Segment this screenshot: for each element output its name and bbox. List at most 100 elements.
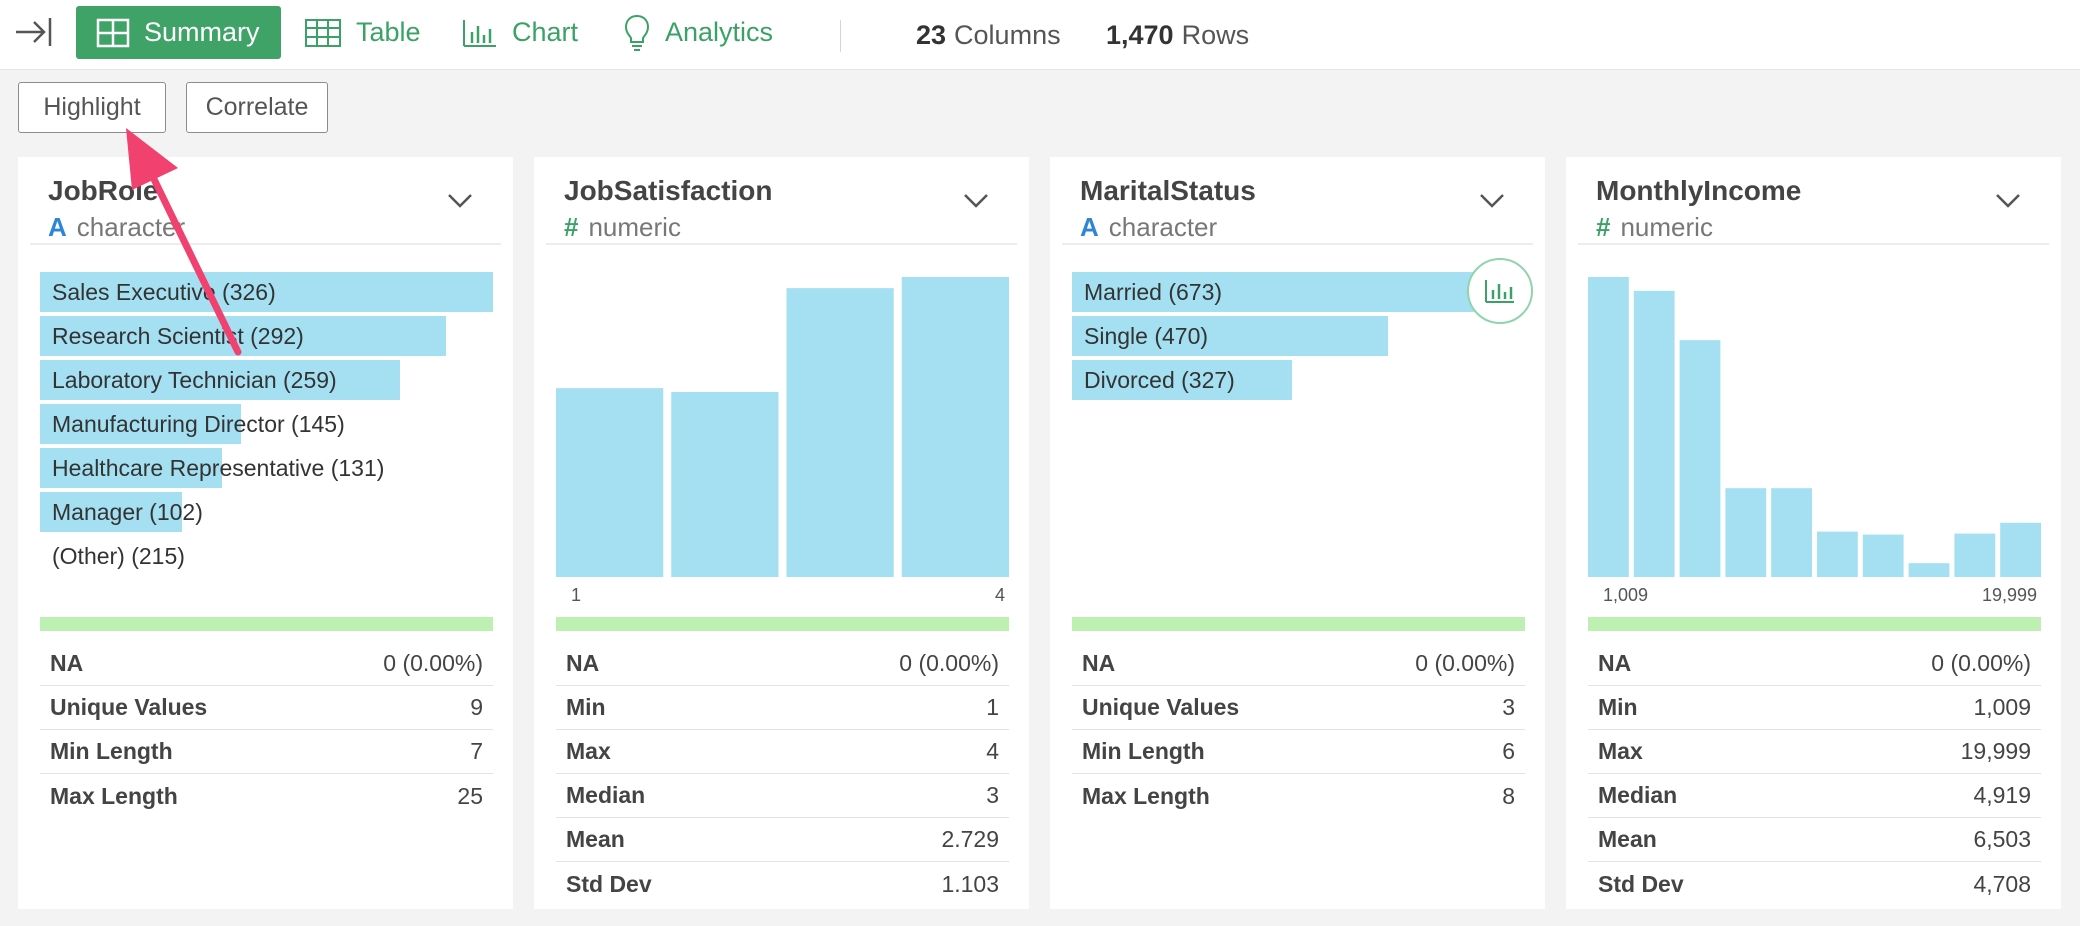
stat-key: Mean [1598,826,1657,853]
histogram-x-max: 4 [995,585,1005,606]
bar-chart-icon [462,18,498,48]
stat-row: Max 4 [556,730,1009,774]
rows-count: 1,470 Rows [1106,20,1249,51]
histogram-bar[interactable] [1588,277,1629,577]
column-card-maritalstatus: MaritalStatus Acharacter Married (673) Si… [1050,157,1545,909]
stat-row: Std Dev 4,708 [1588,862,2041,906]
stat-row: NA 0 (0.00%) [1588,642,2041,686]
stat-value: 1.103 [941,871,999,898]
stat-value: 3 [986,782,999,809]
histogram-bar[interactable] [1634,291,1675,577]
bar-row[interactable]: Research Scientist (292) [40,316,493,356]
stat-value: 4,708 [1973,871,2031,898]
histogram-bar[interactable] [902,277,1009,577]
bar-label: Divorced (327) [1084,367,1235,394]
stat-key: Min Length [1082,738,1205,765]
correlate-button[interactable]: Correlate [186,82,328,133]
histogram-bar[interactable] [1817,532,1858,577]
stat-key: Min Length [50,738,173,765]
stat-row: Mean 2.729 [556,818,1009,862]
tab-summary[interactable]: Summary [76,6,281,59]
column-type-label: character [1109,212,1217,242]
bar-row[interactable]: Healthcare Representative (131) [40,448,493,488]
column-type-label: character [77,212,185,242]
stat-row: Min Length 7 [40,730,493,774]
tab-table-label: Table [356,17,421,48]
stat-key: NA [50,650,83,677]
stat-row: NA 0 (0.00%) [1072,642,1525,686]
histogram-x-max: 19,999 [1982,585,2037,606]
stat-value: 9 [470,694,483,721]
tab-table[interactable]: Table [304,6,421,59]
histogram-bar[interactable] [787,288,894,577]
column-card-jobsatisfaction: JobSatisfaction # numeric 1 4 NA 0 (0.00%)… [534,157,1029,909]
stat-row: NA 0 (0.00%) [556,642,1009,686]
tab-analytics-label: Analytics [665,17,773,48]
histogram-bar[interactable] [1863,535,1904,577]
stat-row: Min 1,009 [1588,686,2041,730]
histogram-bar[interactable] [671,392,778,577]
valid-ratio-bar [40,617,493,631]
summary-grid-icon [96,18,130,48]
chevron-down-icon[interactable] [1995,193,2021,209]
column-type: # numeric [1596,212,1713,243]
bar-row[interactable]: Single (470) [1072,316,1525,356]
character-type-icon: A [48,212,67,242]
expand-sidebar-icon[interactable] [12,14,54,50]
histogram-bar[interactable] [1954,534,1995,577]
column-name: MaritalStatus [1080,175,1256,207]
stat-value: 0 (0.00%) [899,650,999,677]
open-chart-button[interactable] [1467,258,1533,324]
histogram-bar[interactable] [556,388,663,577]
tab-analytics[interactable]: Analytics [623,6,773,59]
column-type: # numeric [564,212,681,243]
stat-row: Max 19,999 [1588,730,2041,774]
histogram-x-min: 1,009 [1603,585,1648,606]
histogram-bar[interactable] [2000,523,2041,577]
stat-row: Mean 6,503 [1588,818,2041,862]
numeric-type-icon: # [564,212,578,242]
column-type: Acharacter [1080,212,1217,243]
stats-table: NA 0 (0.00%) Min 1,009 Max 19,999 Median 4,919 M… [1588,642,2041,906]
bar-row[interactable]: Manager (102) [40,492,493,532]
stat-key: Max Length [1082,783,1210,810]
bar-row[interactable]: Divorced (327) [1072,360,1525,400]
bar-row[interactable]: Sales Executive (326) [40,272,493,312]
table-icon [304,18,342,48]
valid-ratio-bar [1588,617,2041,631]
stat-key: Max Length [50,783,178,810]
valid-ratio-bar [556,617,1009,631]
stats-table: NA 0 (0.00%) Unique Values 9 Min Length 7 Max … [40,642,493,818]
histogram[interactable] [556,272,1009,572]
histogram-bar[interactable] [1725,488,1766,577]
highlight-button[interactable]: Highlight [18,82,166,133]
chevron-down-icon[interactable] [447,193,473,209]
bar-row[interactable]: Married (673) [1072,272,1525,312]
tab-chart[interactable]: Chart [462,6,578,59]
histogram-bar[interactable] [1680,340,1721,577]
bar-row[interactable]: Manufacturing Director (145) [40,404,493,444]
stat-row: Min 1 [556,686,1009,730]
histogram-bar[interactable] [1909,563,1950,577]
chevron-down-icon[interactable] [1479,193,1505,209]
chevron-down-icon[interactable] [963,193,989,209]
numeric-type-icon: # [1596,212,1610,242]
histogram-bar[interactable] [1771,488,1812,577]
column-name: JobSatisfaction [564,175,772,207]
histogram-svg [1588,272,2041,577]
bar-row[interactable]: Laboratory Technician (259) [40,360,493,400]
columns-count: 23 Columns [916,20,1061,51]
stat-row: Median 3 [556,774,1009,818]
stat-value: 1 [986,694,999,721]
rows-count-label: Rows [1182,20,1250,50]
histogram[interactable] [1588,272,2041,572]
stat-key: Std Dev [1598,871,1684,898]
column-card-monthlyincome: MonthlyIncome # numeric 1,009 19,999 NA 0 … [1566,157,2061,909]
column-name: JobRole [48,175,158,207]
bar-label: Single (470) [1084,323,1208,350]
stat-value: 8 [1502,783,1515,810]
bar-row[interactable]: (Other) (215) [40,536,493,576]
bar-label: Sales Executive (326) [52,279,276,306]
stat-value: 0 (0.00%) [1931,650,2031,677]
